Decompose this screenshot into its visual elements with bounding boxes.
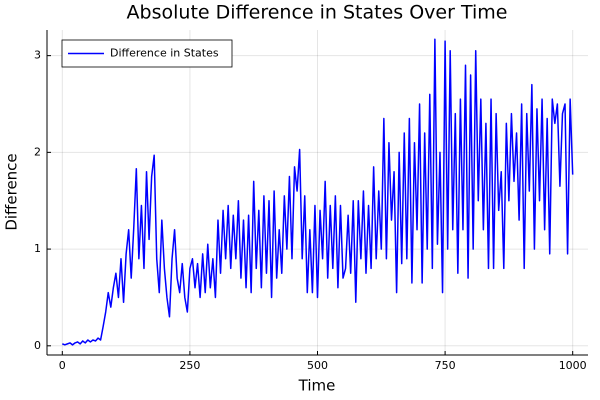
x-tick-label: 1000 [559,359,587,372]
x-tick-label: 750 [435,359,456,372]
x-tick-label: 250 [179,359,200,372]
y-axis-label: Difference [3,153,21,230]
y-tick-label: 1 [34,242,41,255]
y-tick-label: 2 [34,145,41,158]
x-tick-label: 0 [59,359,66,372]
legend-label: Difference in States [110,47,219,60]
y-tick-label: 3 [34,49,41,62]
data-line [62,38,574,346]
x-tick-label: 500 [307,359,328,372]
chart-title: Absolute Difference in States Over Time [127,2,508,24]
x-axis-label: Time [298,377,336,395]
y-tick-label: 0 [34,339,41,352]
